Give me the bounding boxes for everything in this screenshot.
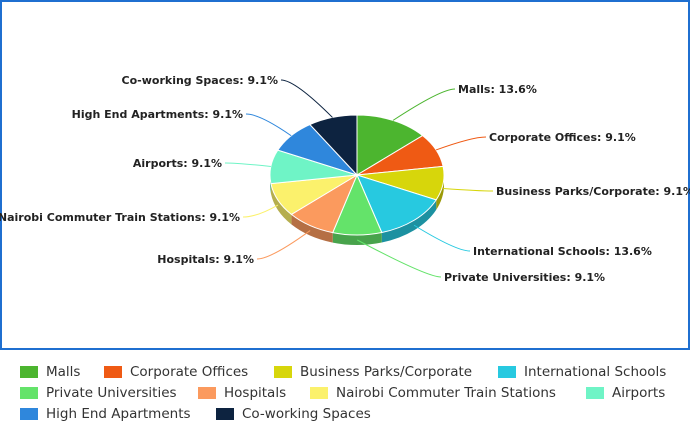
legend-item-business-parks-corporate[interactable]: Business Parks/Corporate bbox=[274, 362, 472, 382]
legend-item-co-working-spaces[interactable]: Co-working Spaces bbox=[216, 404, 371, 424]
pie-side-business-parks-corporate bbox=[436, 175, 444, 210]
data-labels: Malls: 13.6% Corporate Offices: 9.1% Busin… bbox=[0, 74, 690, 284]
pie-slice-co-working-spaces[interactable] bbox=[309, 114, 358, 177]
pie-side-nairobi-commuter-train-stations bbox=[270, 183, 292, 225]
data-label-malls: Malls: 13.6% bbox=[458, 83, 537, 96]
legend-item-nairobi-commuter-train-stations[interactable]: Nairobi Commuter Train Stations bbox=[310, 383, 556, 403]
legend-swatch bbox=[104, 366, 122, 378]
pie-side-private-universities bbox=[332, 232, 382, 245]
legend-swatch bbox=[20, 408, 38, 420]
legend-label: Private Universities bbox=[46, 385, 177, 401]
leader-line-high-end-apartments bbox=[245, 113, 292, 137]
legend-label: Corporate Offices bbox=[130, 364, 249, 380]
data-label-international-schools: International Schools: 13.6% bbox=[473, 245, 652, 258]
legend-swatch bbox=[198, 387, 216, 399]
legend-item-high-end-apartments[interactable]: High End Apartments bbox=[20, 404, 191, 424]
legend-label: International Schools bbox=[524, 364, 667, 380]
leader-line-nairobi-commuter-train-stations bbox=[242, 204, 279, 218]
legend-item-airports[interactable]: Airports bbox=[586, 383, 665, 403]
pie-chart: Malls: 13.6% Corporate Offices: 9.1% Busin… bbox=[0, 74, 690, 284]
leader-line-co-working-spaces bbox=[280, 79, 333, 118]
legend-label: Airports bbox=[612, 385, 666, 401]
legend-label: Business Parks/Corporate bbox=[300, 364, 473, 380]
legend-swatch bbox=[586, 387, 604, 399]
legend-swatch bbox=[310, 387, 328, 399]
data-label-private-universities: Private Universities: 9.1% bbox=[444, 271, 605, 284]
data-label-hospitals: Hospitals: 9.1% bbox=[157, 253, 254, 266]
leader-line-corporate-offices bbox=[435, 136, 487, 151]
legend-label: High End Apartments bbox=[46, 406, 191, 422]
data-label-high-end-apartments: High End Apartments: 9.1% bbox=[72, 108, 243, 121]
data-label-nairobi-commuter-train-stations: Nairobi Commuter Train Stations: 9.1% bbox=[0, 211, 240, 224]
legend-item-private-universities[interactable]: Private Universities bbox=[20, 383, 177, 403]
data-label-corporate-offices: Corporate Offices: 9.1% bbox=[489, 131, 636, 144]
leader-line-business-parks-corporate bbox=[443, 187, 494, 192]
leader-line-airports bbox=[224, 162, 271, 168]
leader-line-hospitals bbox=[256, 230, 311, 260]
legend-swatch bbox=[20, 366, 38, 378]
data-label-co-working-spaces: Co-working Spaces: 9.1% bbox=[122, 74, 278, 87]
pie-side-international-schools bbox=[381, 199, 437, 243]
legend-swatch bbox=[216, 408, 234, 420]
leader-lines bbox=[224, 79, 494, 278]
pie-depth-layer bbox=[270, 175, 444, 245]
pie-slice-international-schools[interactable] bbox=[356, 174, 437, 234]
data-label-airports: Airports: 9.1% bbox=[133, 157, 222, 170]
legend-swatch bbox=[20, 387, 38, 399]
legend-item-hospitals[interactable]: Hospitals bbox=[198, 383, 286, 403]
data-label-business-parks-corporate: Business Parks/Corporate: 9.1% bbox=[496, 185, 690, 198]
legend-label: Nairobi Commuter Train Stations bbox=[336, 385, 556, 401]
pie-top-layer bbox=[269, 114, 445, 236]
legend: Malls Corporate Offices Business Parks/Cor… bbox=[0, 350, 690, 432]
legend-item-corporate-offices[interactable]: Corporate Offices bbox=[104, 362, 248, 382]
legend-label: Malls bbox=[46, 364, 81, 380]
leader-line-malls bbox=[392, 88, 456, 121]
leader-line-international-schools bbox=[413, 224, 471, 252]
leader-line-private-universities bbox=[357, 239, 442, 278]
legend-item-international-schools[interactable]: International Schools bbox=[498, 362, 666, 382]
legend-swatch bbox=[498, 366, 516, 378]
legend-swatch bbox=[274, 366, 292, 378]
legend-label: Co-working Spaces bbox=[242, 406, 371, 422]
legend-item-malls[interactable]: Malls bbox=[20, 362, 80, 382]
legend-label: Hospitals bbox=[224, 385, 287, 401]
